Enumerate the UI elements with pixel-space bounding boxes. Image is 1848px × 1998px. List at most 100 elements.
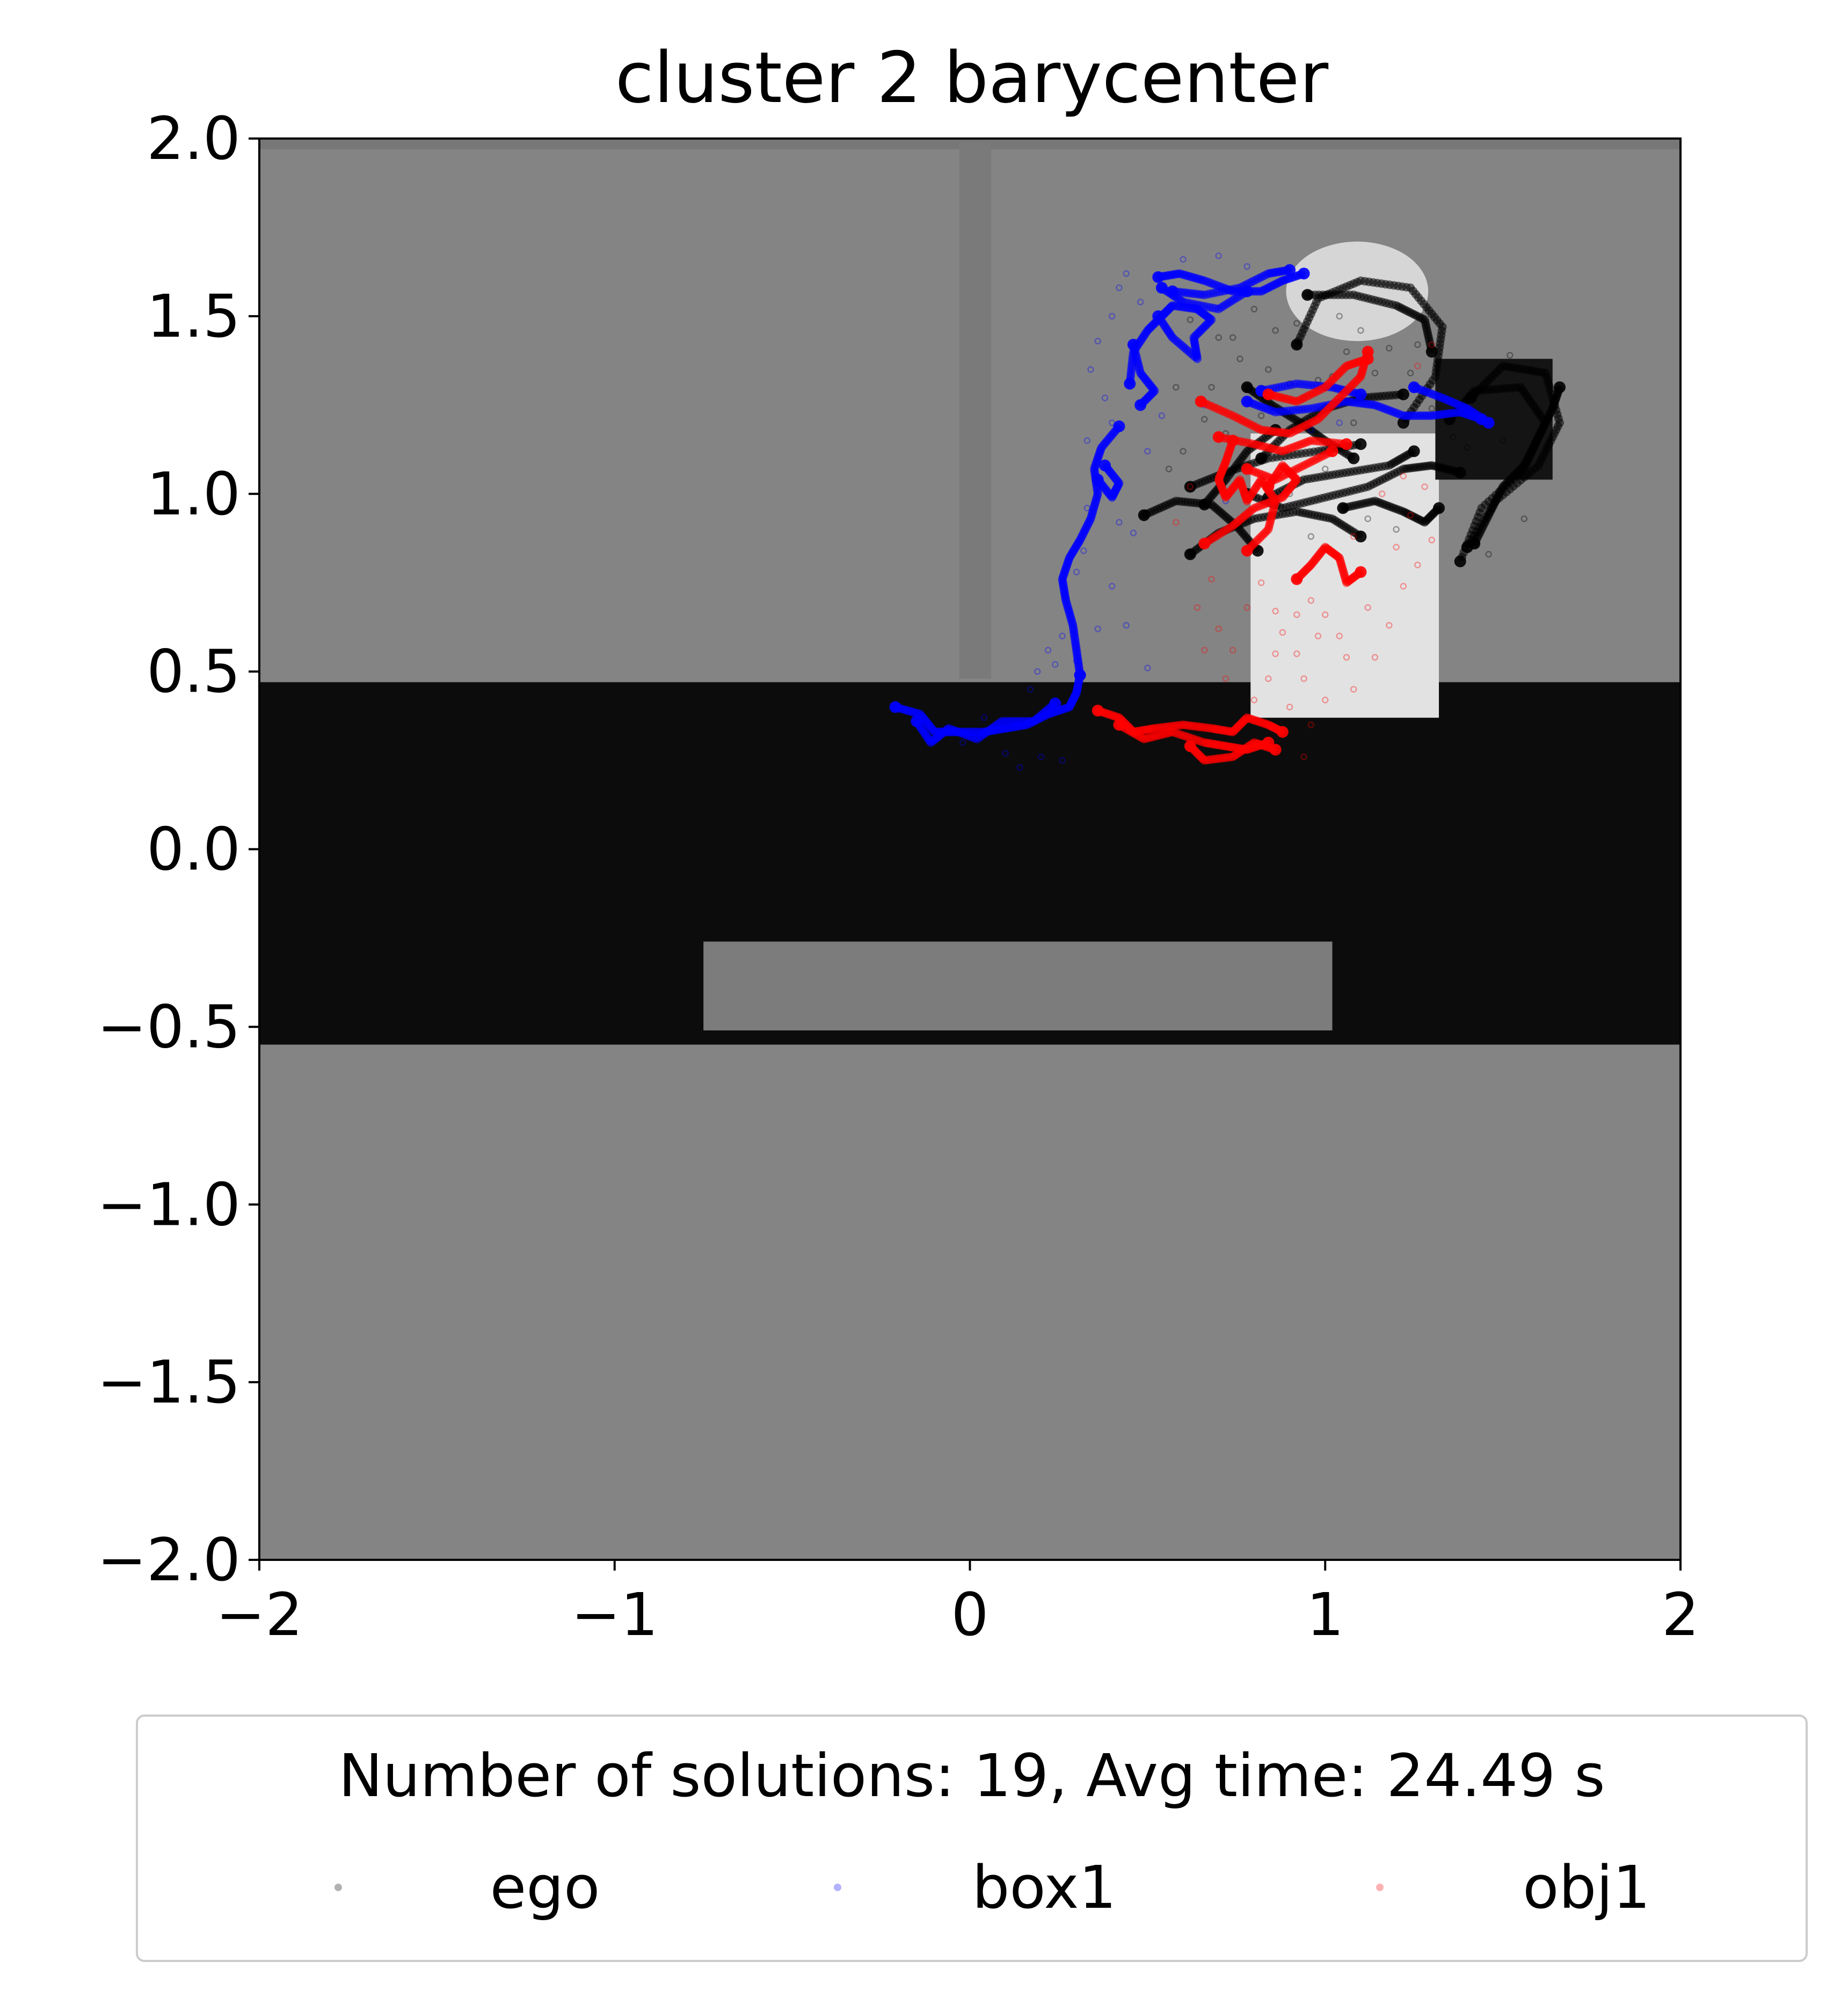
obj1-trajectory xyxy=(1262,353,1374,406)
box1-scatter-point xyxy=(980,714,988,721)
ego-point xyxy=(1408,445,1420,457)
obj1-scatter-point xyxy=(1322,696,1329,703)
box1-point xyxy=(1241,395,1253,408)
x-axis: −2 −1 0 1 2 xyxy=(216,1560,1699,1649)
box1-scatter-point xyxy=(1137,299,1144,306)
obj1-scatter-point xyxy=(1265,675,1272,682)
x-tick-label: 2 xyxy=(1662,1580,1699,1649)
ego-point xyxy=(1433,502,1445,514)
ego-point xyxy=(1425,346,1438,358)
obj1-point xyxy=(1340,438,1352,451)
ego-point xyxy=(1255,452,1268,464)
obj1-scatter-point xyxy=(1407,512,1414,519)
legend-marker xyxy=(834,1884,841,1891)
obj1-scatter-point xyxy=(1393,543,1400,551)
ego-scatter-point xyxy=(1393,526,1400,533)
ego-scatter-point xyxy=(1229,334,1236,341)
box1-point xyxy=(1113,420,1125,433)
box1-scatter-point xyxy=(959,739,966,746)
box1-point xyxy=(1241,285,1253,297)
box1-scatter-point xyxy=(1027,686,1034,693)
y-tick-label: −2.0 xyxy=(97,1525,241,1594)
legend-label: obj1 xyxy=(1523,1853,1650,1922)
ego-point xyxy=(1301,289,1314,301)
y-axis: 2.0 1.5 1.0 0.5 0.0 −0.5 −1.0 −1.5 −2.0 xyxy=(97,104,259,1594)
box1-scatter-point xyxy=(1044,646,1052,654)
pole xyxy=(959,142,992,679)
obj1-point xyxy=(1195,395,1207,408)
obj1-scatter-point xyxy=(1272,650,1279,657)
ego-point xyxy=(1468,537,1481,550)
obj1-scatter-point xyxy=(1222,675,1229,682)
ego-scatter-point xyxy=(1173,383,1180,391)
ego-point xyxy=(1184,481,1196,493)
ego-trajectory xyxy=(1291,276,1447,429)
obj1-point xyxy=(1291,573,1303,585)
y-tick-label: 2.0 xyxy=(147,104,241,173)
box1-point xyxy=(1355,388,1367,401)
legend-entry-ego: ego xyxy=(334,1853,600,1922)
box1-point xyxy=(889,701,901,713)
obj1-scatter-point xyxy=(1400,473,1407,479)
x-tick-label: 0 xyxy=(951,1580,989,1649)
obj1-point xyxy=(1092,704,1104,717)
box1-scatter-point xyxy=(1034,668,1041,675)
box1-point xyxy=(1482,417,1495,429)
lower-block xyxy=(703,941,1333,1030)
ego-scatter-point xyxy=(1450,433,1457,441)
obj1-trajectory xyxy=(1212,431,1352,456)
legend-frame xyxy=(136,1714,1808,1962)
obj1-scatter-point xyxy=(1250,696,1258,703)
obj1-scatter-point xyxy=(1215,625,1222,633)
obj1-scatter-point xyxy=(1293,650,1300,657)
ego-point xyxy=(1454,555,1466,568)
box1-scatter-point xyxy=(1016,764,1023,771)
box1-scatter-point xyxy=(1087,366,1094,373)
box1-trajectory xyxy=(1092,459,1124,502)
legend-entry-obj1: obj1 xyxy=(1376,1853,1650,1922)
obj1-scatter-point xyxy=(1336,633,1343,640)
obj1-scatter-point xyxy=(1428,341,1436,348)
box1-scatter-point xyxy=(1123,270,1130,277)
ego-scatter-point xyxy=(1236,355,1243,362)
series-ego xyxy=(1138,276,1566,568)
ego-point xyxy=(1337,502,1349,514)
y-tick-label: 0.5 xyxy=(147,637,241,706)
ego-scatter-point xyxy=(1350,419,1357,426)
series-layer xyxy=(889,252,1566,771)
series-box1 xyxy=(889,252,1495,771)
obj1-scatter-point xyxy=(1293,611,1300,618)
legend-label: ego xyxy=(490,1853,600,1922)
box1-scatter-point xyxy=(1180,256,1187,263)
ego-scatter-point xyxy=(1208,383,1215,391)
box1-point xyxy=(1298,267,1310,280)
obj1-scatter-point xyxy=(1243,604,1250,611)
x-tick-label: −2 xyxy=(216,1580,303,1649)
ego-scatter-point xyxy=(1180,448,1187,455)
box1-scatter-point xyxy=(1215,252,1222,259)
ego-point xyxy=(1198,498,1211,511)
obj1-scatter-point xyxy=(1421,483,1428,490)
legend: Number of solutions: 19, Avg time: 24.49… xyxy=(136,1714,1808,1962)
obj1-scatter-point xyxy=(1322,611,1329,618)
obj1-scatter-point xyxy=(1428,536,1436,544)
box1-scatter-point xyxy=(1130,529,1137,536)
legend-entry-box1: box1 xyxy=(834,1853,1116,1922)
box1-point xyxy=(1049,698,1061,710)
chart-title: cluster 2 barycenter xyxy=(615,37,1329,119)
ego-scatter-point xyxy=(1201,416,1208,423)
obj1-point xyxy=(1262,388,1275,401)
legend-marker xyxy=(334,1884,342,1891)
box1-scatter-point xyxy=(1144,664,1151,672)
obj1-point xyxy=(1184,740,1196,752)
obj1-scatter-point xyxy=(1229,646,1236,654)
box1-scatter-point xyxy=(1158,412,1166,419)
ego-scatter-point xyxy=(1357,327,1364,334)
ego-point xyxy=(1397,388,1409,401)
legend-title: Number of solutions: 19, Avg time: 24.49… xyxy=(338,1741,1605,1810)
ego-scatter-point xyxy=(1165,466,1173,473)
obj1-scatter-point xyxy=(1314,633,1322,640)
ego-scatter-point xyxy=(1307,533,1315,540)
ego-scatter-point xyxy=(1250,306,1258,313)
box1-scatter-point xyxy=(1108,583,1116,590)
